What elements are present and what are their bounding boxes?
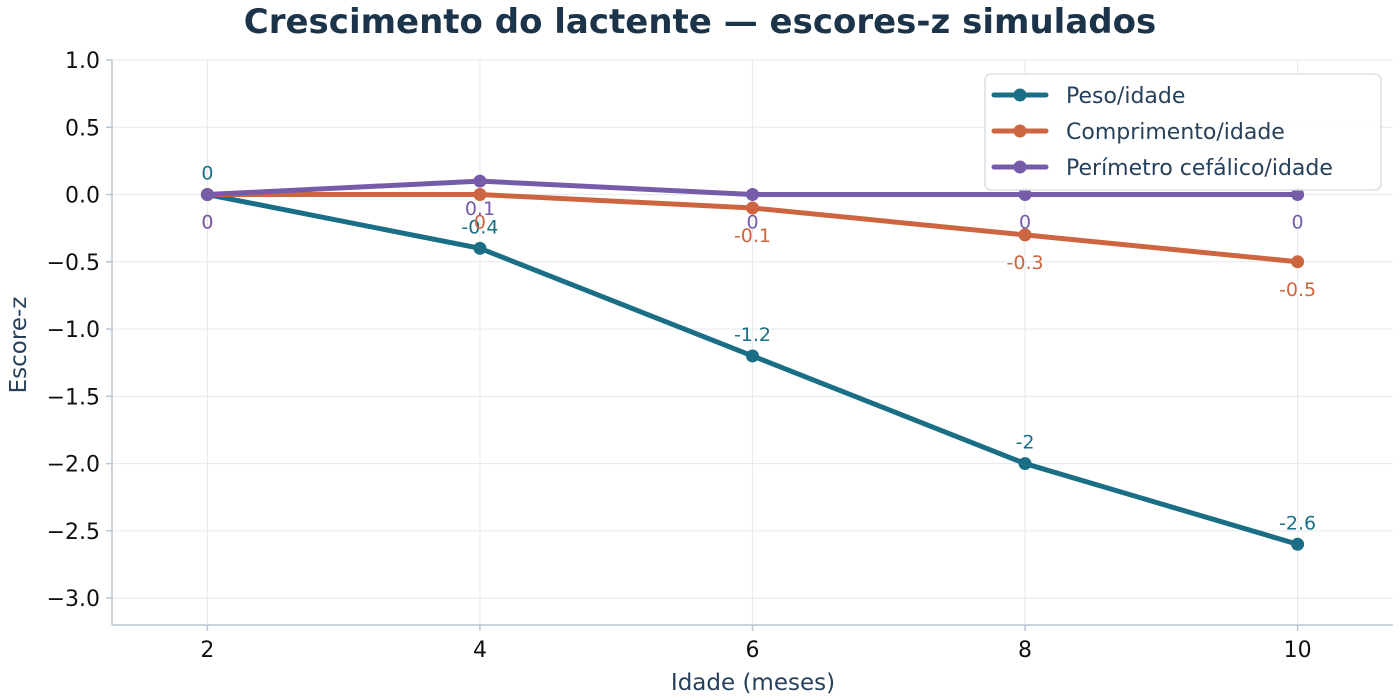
data-point bbox=[200, 188, 214, 202]
x-tick-label: 8 bbox=[1018, 638, 1032, 663]
data-point bbox=[1291, 188, 1305, 202]
data-labels: 0-0.4-1.2-2-2.60 0-0.1-0.3-0.500.10 0 0 bbox=[201, 163, 1316, 535]
data-label: 0 bbox=[201, 212, 213, 234]
y-tick-label: −2.5 bbox=[47, 520, 100, 545]
y-tick-label: −0.5 bbox=[47, 251, 100, 276]
data-label: 0.1 bbox=[465, 198, 495, 220]
data-point bbox=[746, 188, 759, 202]
legend-label: Peso/idade bbox=[1066, 84, 1185, 109]
y-tick-label: −1.5 bbox=[47, 385, 100, 410]
data-label: -2 bbox=[1016, 432, 1035, 454]
y-tick-label: 0.5 bbox=[65, 116, 100, 141]
y-tick-label: 1.0 bbox=[65, 49, 100, 74]
data-label: 0 bbox=[1292, 212, 1304, 234]
data-label: -0.4 bbox=[461, 216, 498, 238]
legend-item: Peso/idade bbox=[991, 84, 1185, 109]
y-tick-label: −2.0 bbox=[47, 453, 100, 478]
data-point bbox=[473, 174, 487, 188]
series-3 bbox=[200, 174, 1305, 202]
data-label: -1.2 bbox=[734, 324, 771, 346]
data-label: -0.3 bbox=[1007, 252, 1044, 274]
y-tick-label: −3.0 bbox=[47, 587, 100, 612]
legend-label: Perímetro cefálico/idade bbox=[1066, 156, 1333, 181]
data-point bbox=[1291, 537, 1305, 551]
y-axis-label: Escore-z bbox=[6, 297, 32, 394]
legend-swatch-marker bbox=[1013, 88, 1027, 102]
data-point bbox=[1018, 228, 1032, 242]
legend-item: Comprimento/idade bbox=[991, 120, 1285, 145]
series-lines bbox=[200, 174, 1305, 551]
y-tick-label: −1.0 bbox=[47, 318, 100, 343]
data-point bbox=[1018, 457, 1032, 471]
data-point bbox=[746, 201, 759, 215]
data-point bbox=[473, 241, 487, 255]
x-axis-label: Idade (meses) bbox=[671, 670, 835, 696]
data-label: -0.1 bbox=[734, 225, 771, 247]
x-tick-labels: 2 4 6 8 10 bbox=[200, 638, 1311, 663]
data-label: 0 bbox=[1019, 212, 1031, 234]
axes bbox=[106, 59, 1393, 631]
legend-box bbox=[984, 73, 1382, 191]
legend-swatch-marker bbox=[1013, 124, 1027, 138]
legend-swatch-marker bbox=[1013, 160, 1027, 174]
data-point bbox=[1291, 255, 1305, 269]
data-label: 0 bbox=[746, 212, 758, 234]
chart-title: Crescimento do lactente — escores-z simu… bbox=[244, 2, 1156, 42]
x-tick-label: 10 bbox=[1284, 638, 1312, 663]
data-label: 0 bbox=[201, 163, 213, 185]
legend: Peso/idade Comprimento/idade Perímetro cef… bbox=[984, 73, 1382, 191]
data-label: 0 bbox=[474, 212, 486, 234]
data-label: 0 bbox=[201, 212, 213, 234]
data-point bbox=[473, 188, 487, 202]
data-point bbox=[1018, 188, 1032, 202]
y-tick-labels: 1.0 0.5 0.0 −0.5 −1.0 −1.5 −2.0 −2.5 −3.0 bbox=[47, 49, 100, 612]
legend-label: Comprimento/idade bbox=[1066, 120, 1285, 145]
x-tick-label: 6 bbox=[746, 638, 760, 663]
legend-item: Perímetro cefálico/idade bbox=[991, 156, 1333, 181]
data-label: -0.5 bbox=[1279, 279, 1316, 301]
grid bbox=[112, 59, 1393, 625]
y-tick-label: 0.0 bbox=[65, 184, 100, 209]
data-point bbox=[746, 349, 759, 363]
x-tick-label: 4 bbox=[473, 638, 487, 663]
data-label: -2.6 bbox=[1279, 512, 1316, 534]
x-tick-label: 2 bbox=[200, 638, 214, 663]
